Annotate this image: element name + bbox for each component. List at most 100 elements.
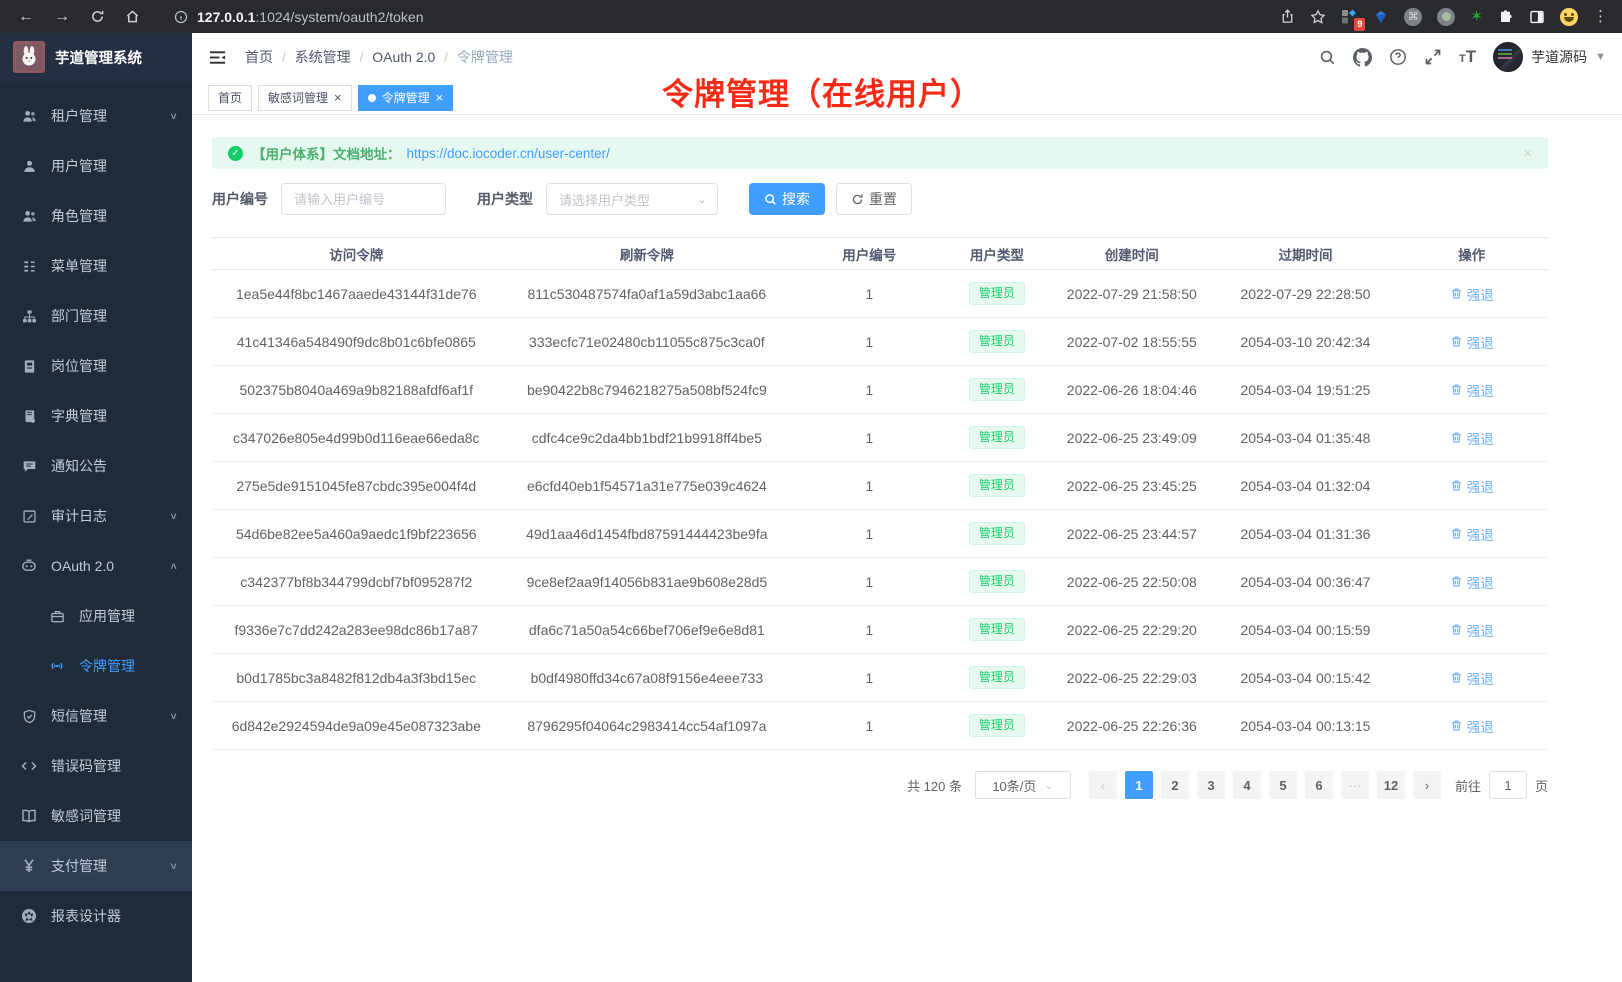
alert-close-icon[interactable]: × [1523, 144, 1532, 162]
table-row: b0d1785bc3a8482f812db4a3f3bd15ec b0df4980… [212, 654, 1548, 702]
record-extension-icon[interactable] [1437, 7, 1456, 26]
cell-user_id: 1 [865, 381, 874, 398]
user-type-badge: 管理员 [968, 665, 1025, 690]
address-bar[interactable]: 127.0.0.1:1024/system/oauth2/token [174, 9, 1280, 25]
puzzle-extension-icon[interactable] [1498, 9, 1514, 25]
force-logout-button[interactable]: 强退 [1450, 620, 1494, 640]
table-row: 502375b8040a469a9b82188afdf6af1f be90422b… [212, 366, 1548, 414]
sidebar-item-13[interactable]: 错误码管理 [0, 741, 192, 791]
cell-refresh: dfa6c71a50a54c66bef706ef9e6e8d81 [528, 621, 765, 638]
reset-button[interactable]: 重置 [836, 183, 912, 215]
page-button-4[interactable]: 4 [1232, 771, 1261, 799]
force-logout-button[interactable]: 强退 [1450, 284, 1494, 304]
trash-icon [1451, 384, 1461, 395]
sidebar-item-label: 租户管理 [51, 108, 107, 124]
next-page-button[interactable]: › [1412, 771, 1441, 799]
browser-reload-icon[interactable] [90, 9, 105, 24]
sidebar-item-1[interactable]: 用户管理 [0, 141, 192, 191]
breadcrumb-item[interactable]: 系统管理 [294, 49, 351, 65]
page-button-1[interactable]: 1 [1124, 771, 1153, 799]
share-icon[interactable] [1280, 9, 1295, 24]
sidebar-item-11[interactable]: 令牌管理 [0, 641, 192, 691]
browser-home-icon[interactable] [125, 9, 140, 24]
sidebar-item-9[interactable]: OAuth 2.0 ∧ [0, 541, 192, 591]
cell-action: 强退 [1396, 284, 1548, 304]
search-button[interactable]: 搜索 [749, 183, 825, 215]
profile-emoji-icon[interactable] [1560, 7, 1578, 26]
sidebar-item-6[interactable]: 字典管理 [0, 391, 192, 441]
sidebar-item-12[interactable]: 短信管理 ∨ [0, 691, 192, 741]
app-logo[interactable]: 芋道管理系统 [0, 33, 192, 81]
sidebar-item-16[interactable]: 报表设计器 [0, 891, 192, 941]
signal-icon [48, 658, 66, 674]
cell-action: 强退 [1396, 380, 1548, 400]
tab-令牌管理[interactable]: 令牌管理 × [357, 84, 454, 111]
force-logout-button[interactable]: 强退 [1450, 332, 1494, 352]
breadcrumb-item[interactable]: 首页 [245, 49, 273, 65]
fullscreen-icon[interactable] [1424, 48, 1442, 66]
page-button-3[interactable]: 3 [1196, 771, 1225, 799]
cell-expires: 2054-03-10 20:42:34 [1240, 333, 1371, 350]
filter-form: 用户编号 用户类型 请选择用户类型 ⌄ 搜索 重置 [212, 183, 1548, 215]
green-star-extension-icon[interactable]: ✶ [1470, 8, 1483, 25]
force-logout-button[interactable]: 强退 [1450, 572, 1494, 592]
force-logout-label: 强退 [1466, 431, 1494, 447]
column-header: 过期时间 [1278, 247, 1333, 263]
cell-user_id: 1 [865, 285, 874, 302]
sidebar-item-15[interactable]: 支付管理 ∨ [0, 841, 192, 891]
browser-forward-icon[interactable]: → [54, 7, 70, 25]
sidebar-item-8[interactable]: 审计日志 ∨ [0, 491, 192, 541]
user-id-input[interactable] [281, 183, 446, 215]
browser-menu-icon[interactable]: ⋮ [1593, 8, 1608, 25]
force-logout-button[interactable]: 强退 [1450, 428, 1494, 448]
page-button-5[interactable]: 5 [1268, 771, 1297, 799]
github-icon[interactable] [1352, 47, 1372, 67]
site-info-icon[interactable] [174, 10, 188, 24]
user-menu[interactable]: 芋道源码 ▼ [1493, 42, 1606, 72]
goto-page-input[interactable] [1488, 771, 1527, 799]
gem-extension-icon[interactable] [1373, 9, 1389, 25]
sidebar-item-7[interactable]: 通知公告 [0, 441, 192, 491]
cell-expires: 2054-03-04 00:36:47 [1240, 573, 1371, 590]
bookmark-star-icon[interactable] [1310, 8, 1327, 25]
page-button-2[interactable]: 2 [1160, 771, 1189, 799]
cell-access: 1ea5e44f8bc1467aaede43144f31de76 [235, 285, 477, 302]
search-icon[interactable] [1319, 49, 1336, 66]
tab-close-icon[interactable]: × [334, 90, 342, 105]
tab-首页[interactable]: 首页 [208, 84, 253, 111]
sidebar-item-10[interactable]: 应用管理 [0, 591, 192, 641]
breadcrumb-item[interactable]: OAuth 2.0 [372, 49, 436, 65]
force-logout-button[interactable]: 强退 [1450, 716, 1494, 736]
extension-icon[interactable]: 9 [1341, 8, 1366, 31]
sidebar-item-5[interactable]: 岗位管理 [0, 341, 192, 391]
page-button-6[interactable]: 6 [1304, 771, 1333, 799]
font-size-icon[interactable]: TT [1458, 47, 1477, 66]
user-type-select[interactable]: 请选择用户类型 ⌄ [546, 183, 718, 215]
collapse-sidebar-icon[interactable] [208, 48, 227, 67]
sidebar-item-label: 支付管理 [51, 858, 107, 874]
more-pages-icon[interactable]: ··· [1340, 771, 1369, 799]
page-size-select[interactable]: 10条/页 ⌄ [974, 771, 1071, 799]
force-logout-button[interactable]: 强退 [1450, 524, 1494, 544]
cell-refresh: e6cfd40eb1f54571a31e775e039c4624 [526, 477, 767, 494]
sidepanel-icon[interactable] [1529, 9, 1545, 25]
force-logout-button[interactable]: 强退 [1450, 668, 1494, 688]
cell-refresh: 49d1aa46d1454fbd87591444423be9fa [526, 525, 768, 542]
page-button-12[interactable]: 12 [1376, 771, 1405, 799]
force-logout-button[interactable]: 强退 [1450, 476, 1494, 496]
help-icon[interactable] [1389, 48, 1407, 66]
alert-doc-link[interactable]: https://doc.iocoder.cn/user-center/ [406, 145, 610, 161]
force-logout-button[interactable]: 强退 [1450, 380, 1494, 400]
sidebar-item-3[interactable]: 菜单管理 [0, 241, 192, 291]
browser-back-icon[interactable]: ← [18, 7, 34, 25]
sidebar-item-2[interactable]: 角色管理 [0, 191, 192, 241]
sidebar-item-14[interactable]: 敏感词管理 [0, 791, 192, 841]
logo-rabbit-icon [13, 41, 45, 73]
prev-page-button[interactable]: ‹ [1088, 771, 1117, 799]
chevron-down-icon: ∨ [169, 860, 178, 872]
sidebar-item-4[interactable]: 部门管理 [0, 291, 192, 341]
tab-敏感词管理[interactable]: 敏感词管理 × [258, 84, 352, 111]
tab-close-icon[interactable]: × [435, 90, 444, 105]
command-extension-icon[interactable]: ⌘ [1404, 7, 1423, 26]
sidebar-item-0[interactable]: 租户管理 ∨ [0, 91, 192, 141]
